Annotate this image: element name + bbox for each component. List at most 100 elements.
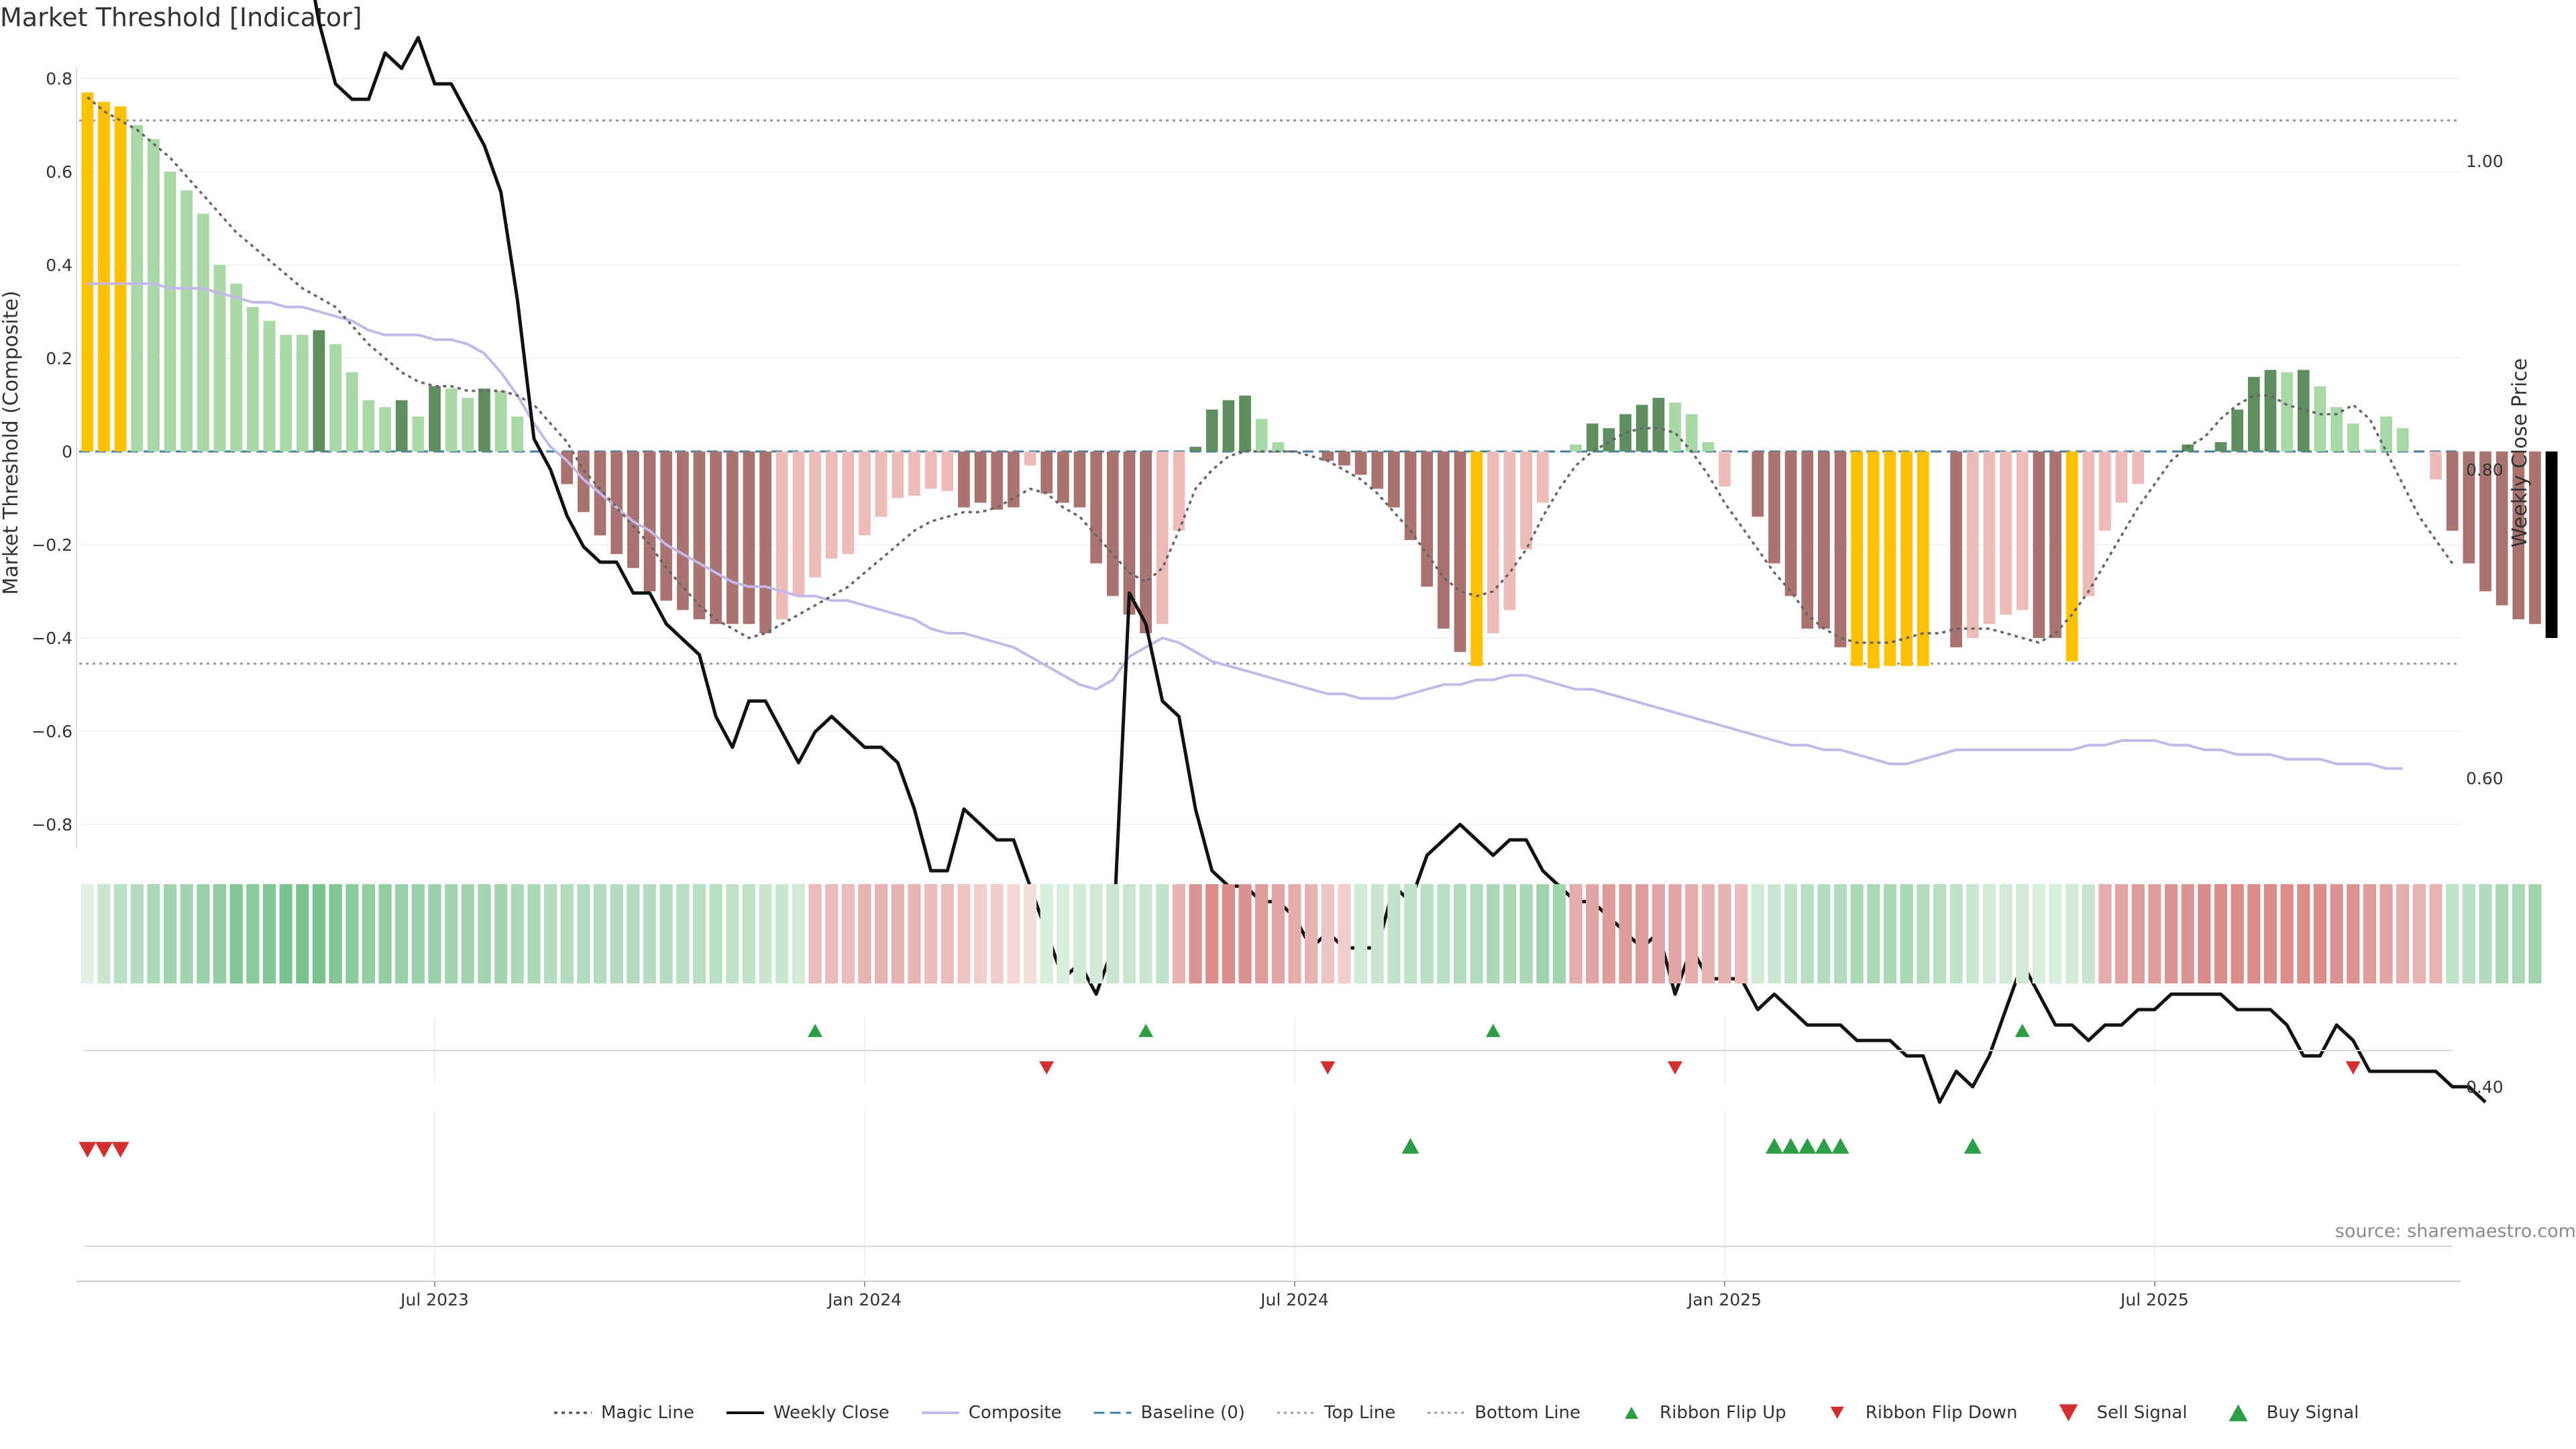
ribbon-cell xyxy=(527,884,541,983)
ribbon-cell xyxy=(990,884,1004,983)
ribbon-cell xyxy=(1999,884,2012,983)
legend-item: Ribbon Flip Down xyxy=(1830,1403,2018,1423)
threshold-bar xyxy=(494,390,507,451)
ribbon-cell xyxy=(279,884,292,983)
threshold-bar xyxy=(859,451,871,536)
threshold-bar xyxy=(2115,451,2128,503)
ribbon-cell xyxy=(2379,884,2393,983)
ribbon-cell xyxy=(610,884,623,983)
ribbon-cell xyxy=(1635,884,1649,983)
ribbon-cell xyxy=(362,884,376,983)
ribbon-cell xyxy=(841,884,855,983)
ribbon-cell xyxy=(1403,884,1417,983)
threshold-bar xyxy=(1437,451,1450,629)
threshold-bar xyxy=(329,344,341,451)
ribbon-cell xyxy=(2496,884,2509,983)
threshold-bar xyxy=(2363,449,2376,451)
ribbon-cell xyxy=(825,884,839,983)
ribbon-cell xyxy=(1850,884,1864,983)
threshold-bar xyxy=(2330,407,2343,451)
threshold-bar xyxy=(941,451,954,492)
legend-item: Composite xyxy=(921,1403,1062,1423)
ribbon-cell xyxy=(2247,884,2261,983)
ribbon-cell xyxy=(808,884,822,983)
trend-ribbon xyxy=(80,884,2542,983)
ribbon-cell xyxy=(1023,884,1037,983)
ribbon-flip-up-marker xyxy=(1485,1024,1501,1037)
ribbon-cell xyxy=(114,884,127,983)
ribbon-cell xyxy=(726,884,739,983)
threshold-bar xyxy=(1652,398,1665,451)
y-tick-label: −0.6 xyxy=(32,722,72,741)
threshold-bar xyxy=(395,400,408,451)
threshold-bar xyxy=(1586,423,1599,451)
ribbon-cell xyxy=(213,884,227,983)
signal-panels xyxy=(78,1017,2453,1278)
buy-signal-marker xyxy=(1782,1138,1800,1154)
ribbon-flip-up-marker xyxy=(808,1024,823,1037)
ribbon-cell xyxy=(2412,884,2426,983)
threshold-bar xyxy=(991,451,1004,510)
legend-label: Sell Signal xyxy=(2096,1403,2187,1423)
ribbon-cell xyxy=(395,884,409,983)
ribbon-cell xyxy=(2280,884,2294,983)
y-tick-label: 0.4 xyxy=(46,256,72,275)
legend-item: Buy Signal xyxy=(2229,1403,2359,1423)
buy-signal-marker xyxy=(1401,1138,1419,1154)
ribbon-cell xyxy=(2313,884,2327,983)
threshold-bar xyxy=(2446,451,2459,531)
legend: Magic Line Weekly Close Composite Baseline … xyxy=(554,1403,2359,1423)
ribbon-cell xyxy=(494,884,508,983)
threshold-bar xyxy=(1619,414,1631,451)
threshold-bar xyxy=(2099,451,2111,531)
threshold-bar xyxy=(2016,451,2029,610)
threshold-bar xyxy=(743,451,755,625)
threshold-bar xyxy=(1354,451,1367,475)
ribbon-cell xyxy=(1536,884,1550,983)
buy-signal-marker xyxy=(1765,1138,1783,1154)
ribbon-cell xyxy=(2363,884,2377,983)
threshold-bar xyxy=(1719,451,1731,487)
threshold-bar xyxy=(775,451,788,620)
threshold-bar xyxy=(2463,451,2475,564)
threshold-bar xyxy=(1801,451,1814,629)
ribbon-cell xyxy=(1338,884,1351,983)
legend-label: Magic Line xyxy=(601,1403,694,1423)
legend-label: Buy Signal xyxy=(2267,1403,2359,1423)
buy-signal-marker xyxy=(1964,1138,1982,1154)
threshold-bar xyxy=(445,388,458,451)
ribbon-cell xyxy=(1139,884,1152,983)
y2-tick-label: 0.40 xyxy=(2466,1077,2504,1097)
threshold-bar xyxy=(1685,414,1698,451)
ribbon-cell xyxy=(1156,884,1169,983)
threshold-bar xyxy=(164,172,176,451)
threshold-bar xyxy=(842,451,855,554)
ribbon-cell xyxy=(560,884,574,983)
ribbon-cell xyxy=(445,884,458,983)
ribbon-cell xyxy=(908,884,921,983)
threshold-bar xyxy=(1388,451,1400,508)
threshold-bar xyxy=(98,101,110,451)
legend-item: Ribbon Flip Up xyxy=(1625,1403,1786,1423)
ribbon-cell xyxy=(229,884,243,983)
legend-label: Weekly Close xyxy=(773,1403,890,1423)
legend-swatch xyxy=(1830,1407,1844,1419)
ribbon-cell xyxy=(2049,884,2062,983)
threshold-bar xyxy=(362,400,375,451)
threshold-bar xyxy=(1669,402,1681,451)
ribbon-cell xyxy=(941,884,954,983)
ribbon-cell xyxy=(2512,884,2525,983)
y2-tick-label: 0.80 xyxy=(2466,460,2504,480)
threshold-bar xyxy=(478,388,490,451)
ribbon-cell xyxy=(1354,884,1368,983)
x-tick-label: Jul 2023 xyxy=(399,1290,469,1309)
ribbon-cell xyxy=(2131,884,2145,983)
threshold-bar xyxy=(148,139,160,451)
ribbon-cell xyxy=(2214,884,2228,983)
legend-label: Ribbon Flip Down xyxy=(1866,1403,2018,1423)
ribbon-cell xyxy=(1321,884,1334,983)
ribbon-cell xyxy=(1900,884,1913,983)
magic-line xyxy=(87,96,2454,644)
threshold-bar xyxy=(1073,451,1086,508)
y-tick-label: 0.8 xyxy=(46,69,72,89)
